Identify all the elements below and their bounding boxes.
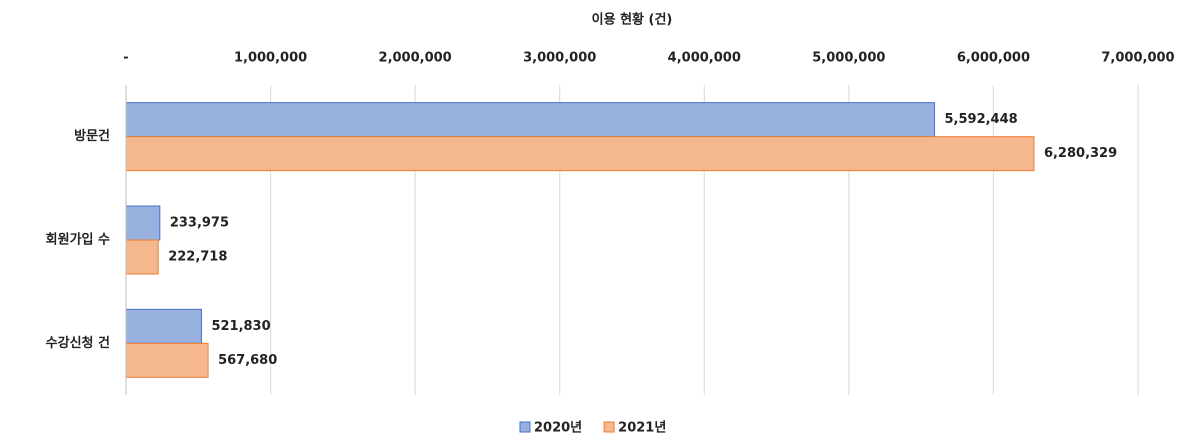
value-label: 233,975 bbox=[170, 216, 229, 231]
value-label: 567,680 bbox=[218, 353, 277, 368]
x-tick-label: 2,000,000 bbox=[379, 51, 452, 66]
x-tick-label: 3,000,000 bbox=[523, 51, 596, 66]
value-label: 5,592,448 bbox=[945, 112, 1018, 127]
bar bbox=[125, 239, 159, 275]
value-label: 521,830 bbox=[211, 319, 270, 334]
value-label: 6,280,329 bbox=[1044, 146, 1117, 161]
bar bbox=[125, 342, 209, 378]
y-tick-label: 회원가입 수 bbox=[46, 232, 110, 248]
legend-swatch bbox=[519, 421, 531, 433]
x-tick-label: 4,000,000 bbox=[668, 51, 741, 66]
bar bbox=[125, 102, 936, 138]
bar bbox=[125, 205, 161, 241]
x-tick-label: 5,000,000 bbox=[812, 51, 885, 66]
y-tick-label: 방문건 bbox=[74, 128, 110, 144]
legend-label: 2021년 bbox=[618, 421, 666, 436]
x-tick-label: - bbox=[123, 51, 128, 66]
x-tick-label: 7,000,000 bbox=[1101, 51, 1174, 66]
legend-swatch bbox=[603, 421, 615, 433]
value-label: 222,718 bbox=[168, 250, 227, 265]
chart-title: 이용 현황 (건) bbox=[592, 12, 673, 28]
legend-label: 2020년 bbox=[534, 421, 582, 436]
y-tick-label: 수강신청 건 bbox=[46, 335, 110, 351]
x-tick-label: 1,000,000 bbox=[234, 51, 307, 66]
bar bbox=[125, 136, 1035, 172]
bar bbox=[125, 308, 202, 344]
x-tick-label: 6,000,000 bbox=[957, 51, 1030, 66]
